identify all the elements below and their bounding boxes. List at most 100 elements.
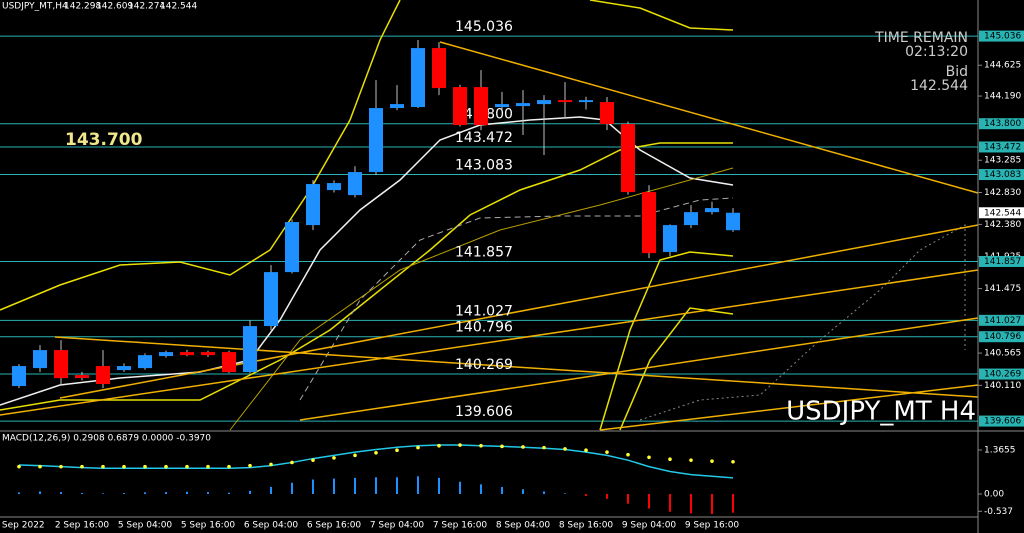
candle-body bbox=[558, 100, 572, 103]
macd-signal-dot bbox=[80, 464, 84, 469]
candle-body bbox=[684, 212, 698, 226]
header-low: 142.274 bbox=[128, 2, 165, 12]
level-label: 145.036 bbox=[455, 19, 513, 35]
macd-bar bbox=[375, 477, 377, 495]
watermark: USDJPY_MT H4 bbox=[786, 397, 976, 427]
bollinger-lower bbox=[0, 142, 733, 411]
bollinger-lower bbox=[619, 307, 734, 431]
macd-bar bbox=[165, 492, 167, 495]
macd-bar bbox=[396, 477, 398, 495]
candle-body bbox=[516, 103, 530, 107]
x-tick-label: 5 Sep 16:00 bbox=[181, 521, 236, 531]
macd-signal-dot bbox=[437, 443, 441, 448]
level-label: 141.027 bbox=[455, 303, 513, 319]
macd-signal-dot bbox=[668, 457, 672, 462]
bollinger-lower bbox=[599, 251, 734, 431]
level-tag-label: 143.083 bbox=[984, 170, 1021, 180]
macd-signal-dot bbox=[542, 445, 546, 450]
y-tick-label: 140.110 bbox=[984, 381, 1021, 391]
macd-signal-dot bbox=[584, 448, 588, 452]
macd-bar bbox=[564, 493, 566, 495]
macd-signal-dot bbox=[647, 455, 651, 460]
candle-body bbox=[54, 350, 68, 379]
macd-signal-dot bbox=[332, 456, 336, 460]
macd-signal-dot bbox=[395, 448, 399, 452]
macd-signal-dot bbox=[311, 458, 315, 462]
level-tag-label: 143.800 bbox=[984, 119, 1021, 129]
y-tick-label: 142.830 bbox=[984, 188, 1021, 198]
macd-signal-dot bbox=[563, 447, 567, 451]
macd-bar bbox=[186, 491, 188, 495]
macd-signal-dot bbox=[626, 452, 630, 457]
macd-signal-dot bbox=[458, 443, 462, 447]
candle-body bbox=[201, 352, 215, 356]
macd-signal-dot bbox=[143, 464, 147, 469]
macd-signal-dot bbox=[605, 450, 609, 454]
x-tick-label: 2 Sep 16:00 bbox=[55, 521, 110, 531]
level-tag-label: 139.606 bbox=[984, 417, 1021, 427]
chart-title: USDJPY_MT,H4 bbox=[2, 2, 68, 12]
level-tag bbox=[979, 30, 1024, 42]
level-tag bbox=[979, 141, 1024, 153]
macd-bar bbox=[39, 491, 41, 495]
macd-signal-dot bbox=[710, 459, 714, 463]
macd-bar bbox=[669, 494, 671, 512]
x-tick-label: 6 Sep 16:00 bbox=[307, 521, 362, 531]
macd-signal-dot bbox=[269, 462, 273, 467]
macd-bar bbox=[501, 486, 503, 495]
macd-main-line bbox=[18, 444, 734, 479]
bollinger-upper bbox=[589, 0, 734, 31]
x-tick-label: 9 Sep 04:00 bbox=[622, 521, 677, 531]
level-tag bbox=[979, 118, 1024, 130]
macd-signal-dot bbox=[479, 443, 483, 448]
macd-bar bbox=[627, 494, 629, 504]
macd-y-tick-label: -0.537 bbox=[984, 507, 1013, 517]
macd-bar bbox=[522, 489, 524, 495]
macd-bar bbox=[123, 493, 125, 495]
timer-value: 02:13:20 bbox=[905, 44, 968, 60]
macd-bar bbox=[543, 491, 545, 495]
macd-y-tick-label: 0.00 bbox=[984, 490, 1004, 500]
macd-bar bbox=[81, 493, 83, 495]
macd-signal-dot bbox=[500, 444, 504, 449]
y-tick-label: 144.190 bbox=[984, 92, 1021, 102]
candle-body bbox=[642, 192, 656, 254]
candle-body bbox=[411, 48, 425, 108]
candle-body bbox=[474, 87, 488, 126]
y-tick-label: 142.380 bbox=[984, 220, 1021, 230]
macd-signal-dot bbox=[374, 450, 378, 455]
candle-body bbox=[327, 183, 341, 191]
candle-body bbox=[537, 100, 551, 105]
macd-bar bbox=[249, 490, 251, 495]
candle-body bbox=[390, 104, 404, 109]
candle-body bbox=[180, 352, 194, 356]
bollinger-upper bbox=[0, 0, 401, 311]
macd-bar bbox=[648, 494, 650, 509]
macd-bar bbox=[459, 481, 461, 495]
level-tag-label: 140.269 bbox=[984, 370, 1021, 380]
level-tag bbox=[979, 255, 1024, 267]
candle-body bbox=[285, 222, 299, 273]
bid-tag-label: 142.544 bbox=[984, 208, 1021, 218]
candle-body bbox=[432, 48, 446, 89]
macd-bar bbox=[732, 494, 734, 513]
level-tag-label: 143.472 bbox=[984, 142, 1021, 152]
candle-body bbox=[96, 366, 110, 385]
x-tick-label: 5 Sep 04:00 bbox=[118, 521, 173, 531]
macd-bar bbox=[354, 477, 356, 495]
candle-body bbox=[726, 212, 740, 231]
level-label: 141.857 bbox=[455, 244, 513, 260]
macd-signal-dot bbox=[38, 464, 42, 469]
macd-signal-dot bbox=[416, 445, 420, 450]
level-tag-label: 141.027 bbox=[984, 316, 1021, 326]
macd-bar bbox=[144, 492, 146, 495]
macd-bar bbox=[333, 478, 335, 495]
macd-signal-dot bbox=[185, 464, 189, 469]
moving-average bbox=[0, 116, 734, 406]
timer-label: TIME REMAIN bbox=[874, 30, 968, 46]
candle-body bbox=[159, 352, 173, 357]
candle-body bbox=[600, 102, 614, 125]
level-label: 143.472 bbox=[455, 130, 513, 146]
